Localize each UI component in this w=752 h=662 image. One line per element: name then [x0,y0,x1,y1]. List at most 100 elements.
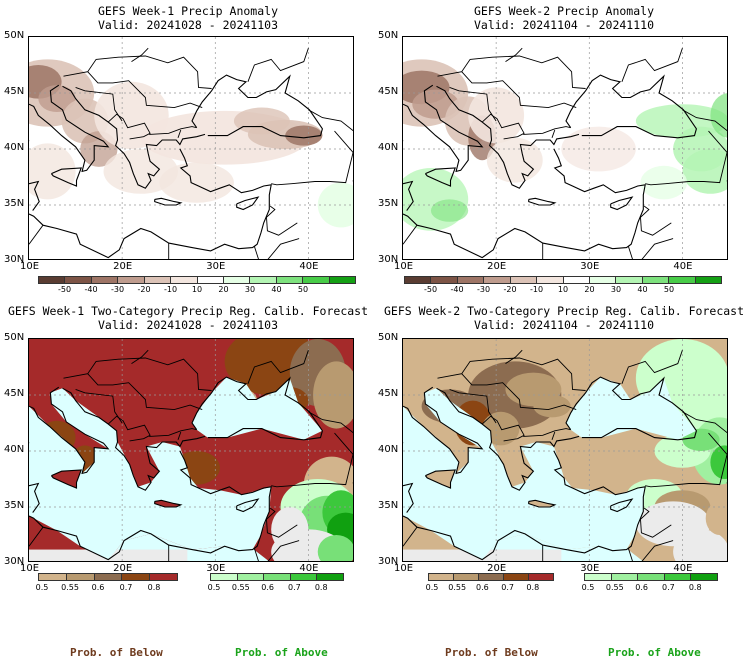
country-border [107,415,151,442]
latitude-label: 30N [4,254,25,265]
country-border [63,357,212,391]
colorbar-tick-label: 0.6 [91,583,105,592]
colorbar-tick-label: 50 [663,285,675,294]
colorbar-swatch [484,277,511,283]
colorbar-swatch [429,574,454,580]
country-border [131,349,149,364]
above-colorbar [584,573,718,581]
latitude-label: 40N [378,444,399,455]
anomaly-contour [486,137,543,183]
longitude-label: 30E [580,563,600,574]
coastline [403,482,414,513]
colorbar-tick-label: 0.55 [448,583,467,592]
colorbar-swatch [94,574,123,580]
colorbar-swatch [65,277,92,283]
panel-title: GEFS Week-2 Two-Category Precip Reg. Cal… [383,304,745,318]
coastline [62,85,206,189]
coastline [528,499,557,508]
coastline [403,386,484,475]
country-border [267,238,300,259]
longitude-label: 40E [299,563,319,574]
longitude-label: 10E [20,563,40,574]
longitude-label: 30E [580,261,600,272]
colorbar-tick-label: 0.5 [35,583,49,592]
footer-above-left: Prob. of Above [235,646,328,659]
country-border [641,540,674,561]
coastline [154,197,183,206]
colorbar-swatch [329,277,356,283]
longitude-label: 40E [299,261,319,272]
country-border [131,47,149,62]
longitude-label: 20E [113,563,133,574]
country-border [247,350,309,384]
colorbar-tick-label: 20 [584,285,595,294]
anomaly-contour [640,165,688,200]
colorbar-swatch [589,277,617,283]
latitude-label: 35N [4,198,25,209]
coastline [610,196,634,211]
footer-below-left: Prob. of Below [70,646,163,659]
country-border [505,349,523,364]
country-border [266,507,298,538]
colorbar-swatch [66,574,95,580]
below-colorbar [428,573,554,581]
colorbar-tick-label: 10 [191,285,203,294]
latitude-label: 50N [378,30,399,41]
colorbar-tick-label: -20 [137,285,151,294]
country-border [640,507,672,538]
country-border [266,205,298,236]
coastline [610,498,634,513]
coastline [29,148,272,259]
colorbar-swatch [454,574,479,580]
country-border [253,545,259,561]
colorbar-swatch [563,277,590,283]
colorbar-tick-label: -50 [57,285,72,294]
colorbar-tick-label: 0.5 [207,583,221,592]
coastline [62,387,206,491]
colorbar-tick-label: 0.6 [261,583,274,592]
colorbar-swatch [276,277,304,283]
latitude-label: 40N [4,444,25,455]
colorbar-swatch [669,277,696,283]
probability-map-week1 [28,338,354,562]
country-border [551,431,556,440]
colorbar-swatch [664,574,692,580]
colorbar-swatch [691,574,717,580]
longitude-label: 20E [487,261,507,272]
colorbar-tick-label: 30 [244,285,256,294]
colorbar-tick-label: 0.5 [425,583,439,592]
black-sea [566,377,697,440]
colorbar-tick-label: -10 [163,285,178,294]
latitude-label: 45N [378,86,399,97]
panel-valid: Valid: 20241104 - 20241110 [473,18,654,32]
country-border [308,411,353,434]
latitude-label: 30N [4,556,25,567]
country-border [352,482,353,485]
probability-map-week2 [402,338,728,562]
panel-week1-anomaly: GEFS Week-1 Precip Anomaly Valid: 202410… [0,0,376,300]
colorbar-tick-label: 40 [271,285,282,294]
longitude-label: 40E [673,261,693,272]
probability-patch [705,501,727,535]
country-border [645,130,727,186]
longitude-label: 10E [394,563,414,574]
country-border [461,373,577,411]
country-border [87,373,203,411]
latitude-label: 45N [4,388,25,399]
country-border [308,109,353,132]
coastline [50,167,83,187]
coastline [424,469,457,489]
colorbar-swatch [317,574,343,580]
panel-title: GEFS Week-2 Precip Anomaly [473,4,654,18]
colorbar-tick-label: 30 [610,285,622,294]
coastline [191,376,323,441]
country-border [481,415,525,442]
anomaly-colorbar [404,276,722,284]
colorbar-tick-label: 0.8 [314,583,328,592]
colorbar-swatch [504,574,529,580]
black-sea [192,377,323,440]
colorbar-swatch [264,574,291,580]
coastline [424,167,457,187]
country-border [682,411,727,434]
colorbar-tick-label: 0.8 [688,583,702,592]
